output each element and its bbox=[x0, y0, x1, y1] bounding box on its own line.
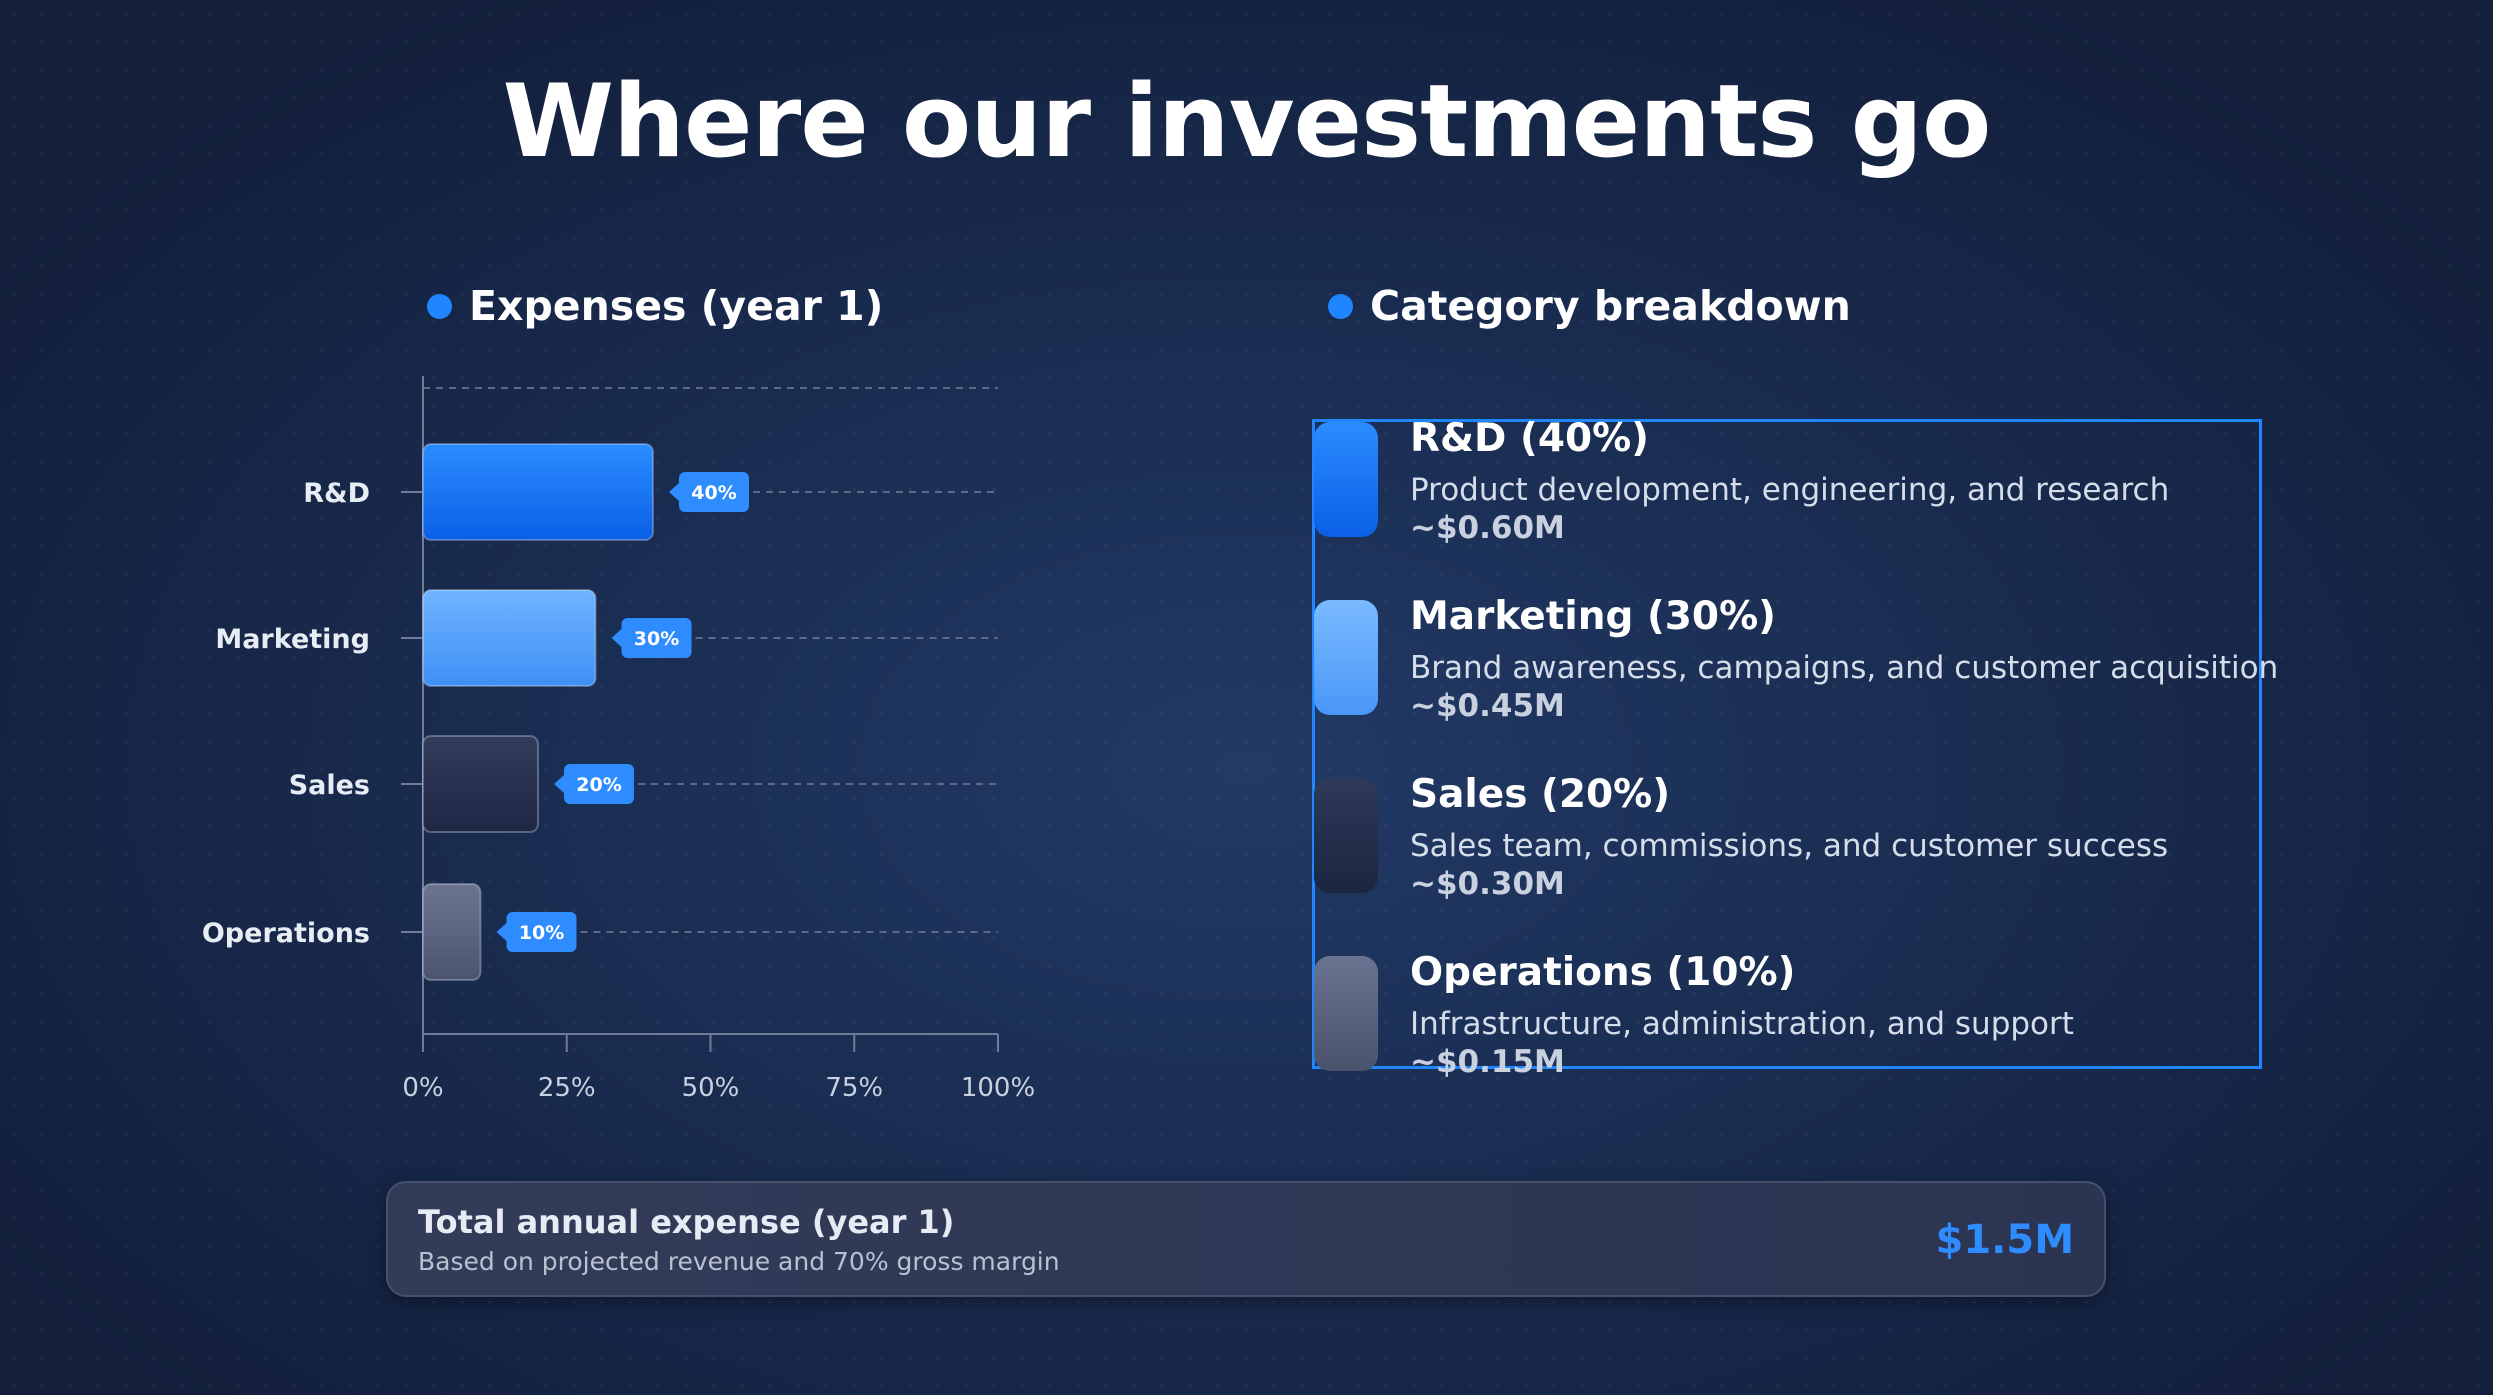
bar-operations bbox=[422, 883, 482, 981]
bar-rd bbox=[422, 443, 654, 541]
total-expense-card: Total annual expense (year 1) Based on p… bbox=[386, 1181, 2106, 1297]
breakdown-item-description: Brand awareness, campaigns, and customer… bbox=[1410, 650, 2279, 686]
breakdown-color-swatch bbox=[1314, 422, 1378, 537]
breakdown-item-amount: ~$0.45M bbox=[1410, 688, 1565, 724]
expenses-heading: Expenses (year 1) bbox=[427, 282, 883, 330]
data-label-pointer bbox=[496, 923, 507, 941]
x-tick-label: 100% bbox=[961, 1073, 1035, 1103]
total-expense-label: Total annual expense (year 1) bbox=[418, 1203, 955, 1241]
x-tick-label: 0% bbox=[402, 1073, 443, 1103]
expenses-heading-label: Expenses (year 1) bbox=[469, 282, 884, 330]
y-category-label: Operations bbox=[202, 918, 370, 949]
data-label-pointer bbox=[554, 775, 564, 793]
breakdown-heading: Category breakdown bbox=[1328, 282, 1851, 330]
breakdown-heading-label: Category breakdown bbox=[1370, 282, 1851, 330]
data-label-pill bbox=[506, 912, 577, 952]
breakdown-item-title: Marketing (30%) bbox=[1410, 594, 1776, 639]
breakdown-color-swatch bbox=[1314, 778, 1378, 893]
breakdown-color-swatch bbox=[1314, 600, 1378, 715]
breakdown-item-description: Product development, engineering, and re… bbox=[1410, 472, 2170, 508]
bar-marketing bbox=[422, 589, 597, 687]
x-tick-label: 25% bbox=[538, 1073, 596, 1103]
y-category-label: Marketing bbox=[215, 624, 370, 655]
data-label: 20% bbox=[576, 774, 621, 796]
bar-sales bbox=[422, 735, 539, 833]
x-tick-label: 75% bbox=[825, 1073, 883, 1103]
breakdown-item-title: Sales (20%) bbox=[1410, 772, 1671, 817]
y-category-label: R&D bbox=[303, 478, 370, 509]
breakdown-selection-box bbox=[1312, 419, 2262, 1069]
page-title: Where our investments go bbox=[502, 62, 1992, 180]
breakdown-color-swatch bbox=[1314, 956, 1378, 1071]
breakdown-item-amount: ~$0.30M bbox=[1410, 866, 1565, 902]
data-label: 40% bbox=[691, 482, 736, 504]
y-category-label: Sales bbox=[289, 770, 370, 801]
data-label-pill bbox=[621, 618, 692, 658]
data-label-pill bbox=[564, 764, 634, 804]
breakdown-item-amount: ~$0.15M bbox=[1410, 1044, 1565, 1080]
data-label: 30% bbox=[634, 628, 679, 650]
data-label-pointer bbox=[611, 629, 622, 647]
breakdown-item-title: Operations (10%) bbox=[1410, 950, 1796, 995]
total-expense-value: $1.5M bbox=[1935, 1217, 2075, 1263]
data-label-pointer bbox=[669, 483, 679, 501]
bullet-dot-icon bbox=[1328, 293, 1353, 319]
total-expense-sublabel: Based on projected revenue and 70% gross… bbox=[418, 1247, 1060, 1276]
breakdown-item-description: Sales team, commissions, and customer su… bbox=[1410, 828, 2169, 864]
x-tick-label: 50% bbox=[682, 1073, 740, 1103]
breakdown-item-title: R&D (40%) bbox=[1410, 416, 1649, 461]
breakdown-item-amount: ~$0.60M bbox=[1410, 510, 1565, 546]
breakdown-item-description: Infrastructure, administration, and supp… bbox=[1410, 1006, 2074, 1042]
data-label: 10% bbox=[519, 922, 564, 944]
bullet-dot-icon bbox=[427, 293, 452, 319]
data-label-pill bbox=[679, 472, 749, 512]
